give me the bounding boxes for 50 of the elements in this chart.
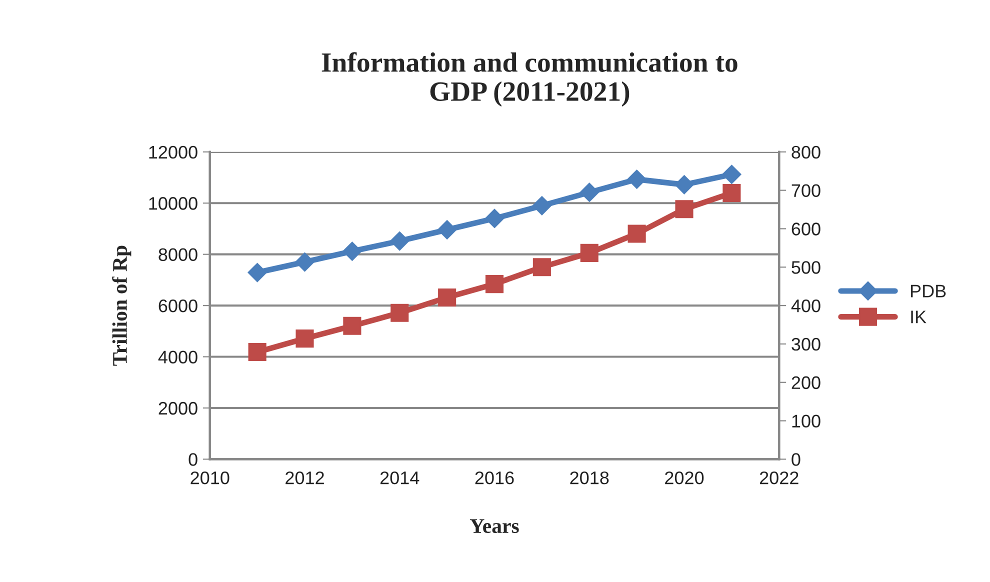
- point: [532, 258, 551, 276]
- y2-tick-label: 400: [791, 299, 820, 312]
- legend-label: PDB: [911, 284, 946, 298]
- point: [343, 316, 362, 335]
- y2-tick-label: 700: [792, 184, 820, 198]
- point: [674, 175, 694, 194]
- x-tick-label: 2020: [665, 471, 704, 484]
- chart-title: Information and communication to GDP (2011-2021): [322, 52, 738, 107]
- point: [484, 208, 504, 228]
- legend-label: IK: [911, 310, 926, 324]
- point: [295, 252, 314, 272]
- x-axis-title: Years: [470, 519, 519, 534]
- point: [675, 200, 694, 218]
- y-tick-label: 6000: [158, 299, 198, 312]
- y-tick-label: 2000: [158, 402, 198, 415]
- point: [532, 196, 552, 216]
- point: [390, 304, 409, 322]
- point: [248, 262, 267, 282]
- y-axis-title: Trillion of Rp: [112, 246, 132, 366]
- y-tick-label: 4000: [158, 350, 198, 364]
- y-tick-label: 8000: [158, 248, 198, 262]
- x-tick-label: 2014: [380, 471, 420, 484]
- point: [722, 164, 742, 184]
- y-tick-label: 0: [188, 453, 198, 466]
- y2-tick-label: 600: [792, 222, 820, 236]
- y2-tick-label: 800: [792, 146, 820, 159]
- point: [296, 330, 314, 348]
- point: [438, 220, 457, 240]
- point: [342, 242, 362, 261]
- x-tick-label: 2018: [570, 471, 609, 484]
- x-tick-label: 2010: [190, 471, 230, 484]
- point: [580, 182, 599, 202]
- x-tick-label: 2016: [475, 471, 514, 484]
- point: [722, 184, 741, 202]
- y2-tick-label: 100: [792, 414, 820, 428]
- point: [390, 231, 410, 251]
- y-tick-label: 12000: [149, 146, 198, 159]
- point: [248, 343, 266, 362]
- point: [627, 170, 646, 189]
- point: [438, 288, 456, 307]
- point: [485, 275, 504, 294]
- x-tick-label: 2022: [760, 471, 798, 484]
- y2-tick-label: 200: [792, 376, 820, 390]
- y-tick-label: 10000: [149, 197, 198, 210]
- y2-tick-label: 500: [792, 261, 820, 274]
- point: [628, 224, 646, 243]
- y2-tick-label: 0: [792, 453, 800, 466]
- point: [580, 244, 598, 262]
- x-tick-label: 2012: [286, 471, 324, 484]
- y2-tick-label: 300: [792, 338, 820, 351]
